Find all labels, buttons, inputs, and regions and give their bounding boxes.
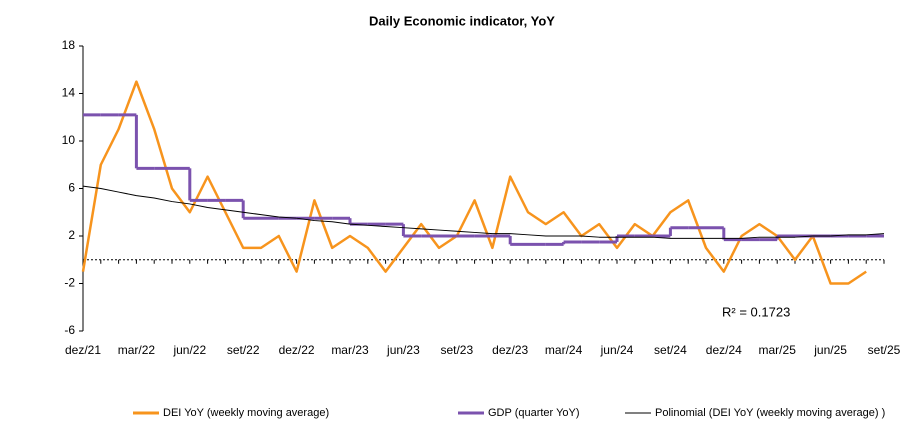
x-tick-label: mar/22 bbox=[118, 343, 156, 357]
x-tick-label: dez/24 bbox=[706, 343, 742, 357]
y-tick-label: 10 bbox=[62, 133, 76, 147]
x-tick-label: jun/24 bbox=[600, 343, 634, 357]
x-tick-label: jun/25 bbox=[813, 343, 847, 357]
x-tick-label: mar/25 bbox=[759, 343, 797, 357]
chart-title: Daily Economic indicator, YoY bbox=[369, 13, 555, 28]
y-tick-label: 18 bbox=[62, 38, 76, 52]
y-tick-label: 14 bbox=[62, 86, 76, 100]
x-tick-label: mar/23 bbox=[331, 343, 369, 357]
y-tick-label: -2 bbox=[64, 276, 75, 290]
x-tick-label: set/22 bbox=[227, 343, 260, 357]
x-tick-label: jun/22 bbox=[172, 343, 206, 357]
x-tick-label: dez/23 bbox=[492, 343, 528, 357]
y-tick-label: -6 bbox=[64, 323, 75, 337]
series-line bbox=[81, 80, 867, 285]
x-tick-label: mar/24 bbox=[545, 343, 583, 357]
series-line bbox=[82, 185, 885, 239]
legend-label: DEI YoY (weekly moving average) bbox=[163, 407, 329, 419]
x-tick-label: dez/21 bbox=[65, 343, 101, 357]
legend-label: Polinomial (DEI YoY (weekly moving avera… bbox=[655, 407, 885, 419]
x-tick-label: set/24 bbox=[654, 343, 687, 357]
x-tick-label: dez/22 bbox=[279, 343, 315, 357]
annotation: R² = 0.1723 bbox=[722, 304, 790, 319]
x-tick-label: jun/23 bbox=[386, 343, 420, 357]
y-tick-label: 6 bbox=[68, 181, 75, 195]
x-tick-label: set/25 bbox=[868, 343, 901, 357]
y-tick-label: 2 bbox=[68, 228, 75, 242]
x-tick-label: set/23 bbox=[440, 343, 473, 357]
legend-label: GDP (quarter YoY) bbox=[488, 407, 580, 419]
